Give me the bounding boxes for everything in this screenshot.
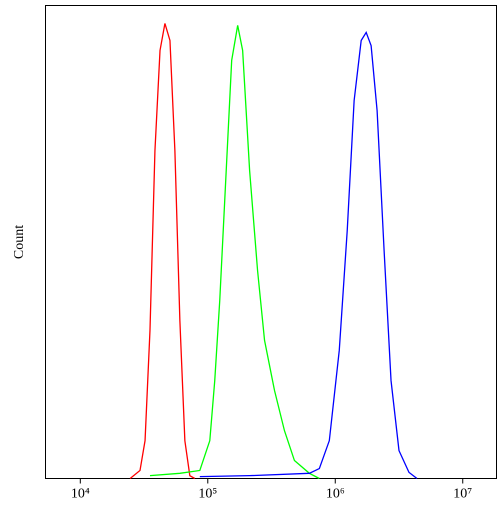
x-tick-label: 10⁷ [453,487,472,502]
x-tick-label: 10⁵ [198,487,217,502]
x-tick-label: 10⁶ [326,487,345,502]
histogram-line [129,23,196,480]
histogram-line [149,25,320,480]
plot-frame [45,5,497,479]
x-tick-label: 10⁴ [71,487,90,502]
histogram-line [199,30,418,480]
y-axis-label: Count [12,225,27,259]
